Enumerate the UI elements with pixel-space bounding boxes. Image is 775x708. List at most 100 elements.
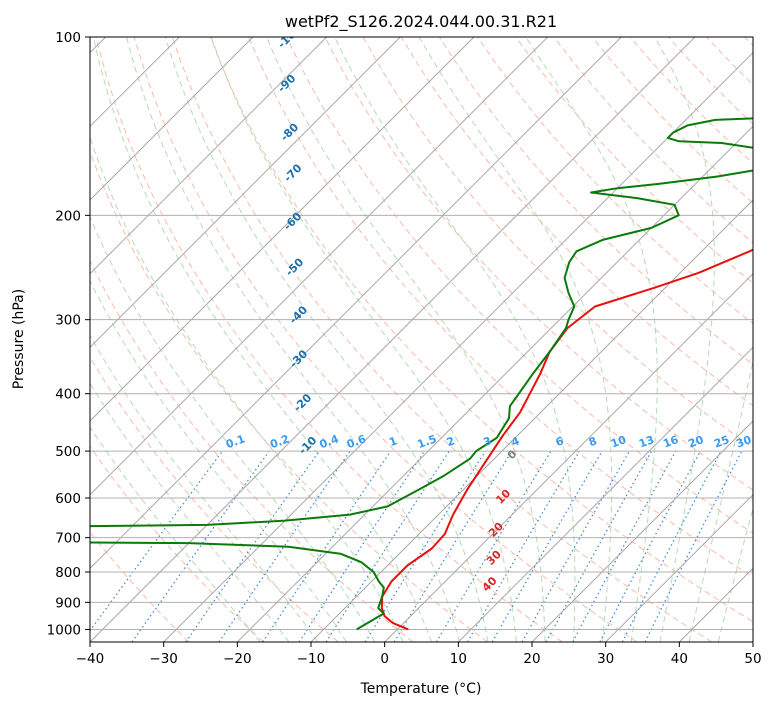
mixing-ratio-label: 4	[510, 434, 522, 449]
mixing-ratio-label: 20	[686, 433, 705, 451]
dry-adiabat-line	[248, 37, 753, 578]
mixing-ratio-line	[599, 450, 702, 642]
moist-adiabat-line	[334, 37, 576, 642]
isotherm-line	[384, 272, 753, 642]
mixing-ratio-label: 13	[637, 433, 656, 450]
dewpoint-profile-line	[90, 117, 753, 631]
mixing-ratio-label: 8	[587, 434, 599, 449]
isotherm-line	[236, 125, 753, 642]
plot-frame	[89, 36, 754, 643]
x-tick-label: −40	[76, 651, 105, 667]
x-tick-label: 20	[523, 651, 540, 667]
isotherm-line	[457, 346, 753, 642]
y-tick-label: 200	[55, 208, 81, 224]
x-axis-ticks: −40 −30 −20 −10 0 10 20 30 40 50	[76, 642, 762, 667]
mixing-ratio-label: 16	[661, 433, 680, 451]
mixing-ratio-label: 36	[759, 433, 775, 451]
y-axis-ticks: 100 200 300 400 500 600 700 800 900 1000	[47, 30, 90, 638]
y-tick-label: 500	[55, 444, 81, 460]
moist-adiabat-line	[266, 37, 546, 642]
mixing-ratio-label: 0.6	[345, 432, 368, 451]
dry-adiabat-line	[210, 37, 753, 623]
isotherm-line	[90, 37, 696, 642]
mixing-ratio-line	[298, 450, 425, 642]
moist-adiabat-line	[90, 135, 404, 642]
isotherm-line	[90, 37, 401, 349]
chart-title: wetPf2_S126.2024.044.00.31.R21	[285, 12, 557, 32]
y-tick-label: 100	[55, 30, 81, 46]
dry-adiabat-line	[286, 37, 753, 534]
mixing-ratio-label: 3	[482, 434, 494, 449]
mixing-ratio-line	[262, 450, 392, 642]
moist-adiabat-line	[525, 37, 658, 642]
mixing-ratio-line	[435, 450, 552, 642]
mixing-ratio-line	[572, 450, 677, 642]
temperature-profile-line	[380, 248, 753, 631]
x-tick-label: 10	[450, 651, 467, 667]
moist-adiabat-line	[210, 37, 517, 642]
moist-adiabat-line	[126, 37, 461, 642]
x-axis-label: Temperature (°C)	[360, 681, 482, 697]
y-tick-label: 800	[55, 565, 81, 581]
mixing-ratio-label: 2	[445, 434, 457, 449]
moist-adiabat-line	[90, 334, 319, 642]
mixing-ratio-line	[466, 450, 580, 642]
isotherm-line	[752, 641, 753, 642]
mixing-ratio-line	[185, 450, 320, 642]
moist-adiabat-line	[654, 37, 715, 642]
mixing-ratio-label: 10	[609, 433, 628, 451]
y-tick-label: 1000	[47, 622, 81, 638]
y-tick-label: 700	[55, 531, 81, 547]
isotherm-line	[310, 199, 753, 642]
mixing-ratio-label: 1.5	[416, 432, 439, 451]
isotherm-line	[90, 37, 475, 422]
mixing-ratio-label: 6	[554, 434, 566, 449]
moist-adiabat-line	[717, 506, 753, 642]
dry-adiabat-line	[324, 37, 753, 491]
dry-adiabat-line	[171, 37, 712, 642]
moist-adiabats	[90, 37, 753, 642]
x-tick-label: 0	[380, 651, 389, 667]
y-tick-label: 600	[55, 491, 81, 507]
moist-adiabat-line	[164, 37, 489, 642]
isotherm-line	[90, 37, 254, 201]
mixing-ratio-label: 25	[712, 433, 731, 450]
moist-adiabat-line	[418, 37, 613, 642]
isotherm-line	[531, 420, 753, 642]
dry-adiabat-line	[90, 445, 264, 642]
moist-adiabat-line	[90, 382, 290, 642]
isotherm-line	[90, 37, 549, 496]
mixing-ratio-label: 0.4	[318, 432, 341, 451]
mixing-ratio-label: 30	[734, 433, 753, 451]
mixing-ratio-line	[364, 450, 486, 642]
mixing-ratio-label: 0.2	[268, 432, 291, 451]
x-tick-label: −10	[297, 651, 326, 667]
pressure-gridlines	[90, 37, 753, 630]
plot-background	[90, 37, 753, 642]
moist-adiabat-line	[92, 37, 432, 642]
y-tick-label: 900	[55, 595, 81, 611]
dry-adiabat-line	[90, 259, 414, 642]
mixing-ratio-line	[218, 450, 351, 642]
x-tick-label: 50	[744, 651, 761, 667]
mixing-ratio-label: 1	[387, 434, 399, 449]
isotherm-line	[605, 493, 753, 642]
dry-adiabat-line	[95, 37, 563, 642]
x-tick-label: −30	[149, 651, 178, 667]
y-axis-label: Pressure (hPa)	[11, 289, 27, 389]
moist-adiabat-line	[688, 358, 753, 642]
mixing-ratio-lines	[90, 450, 743, 642]
y-tick-label: 300	[55, 313, 81, 329]
moist-adiabat-line	[90, 215, 376, 642]
profile-lines	[90, 117, 753, 631]
moist-adiabat-line	[90, 426, 261, 642]
isotherm-line	[90, 37, 622, 570]
x-tick-label: −20	[223, 651, 252, 667]
isotherms	[90, 37, 753, 642]
isotherm-line	[90, 37, 328, 275]
dry-adiabat-line	[515, 37, 753, 284]
mixing-ratio-label: 0.1	[224, 432, 247, 451]
x-tick-label: 40	[671, 651, 688, 667]
x-tick-label: 30	[597, 651, 614, 667]
